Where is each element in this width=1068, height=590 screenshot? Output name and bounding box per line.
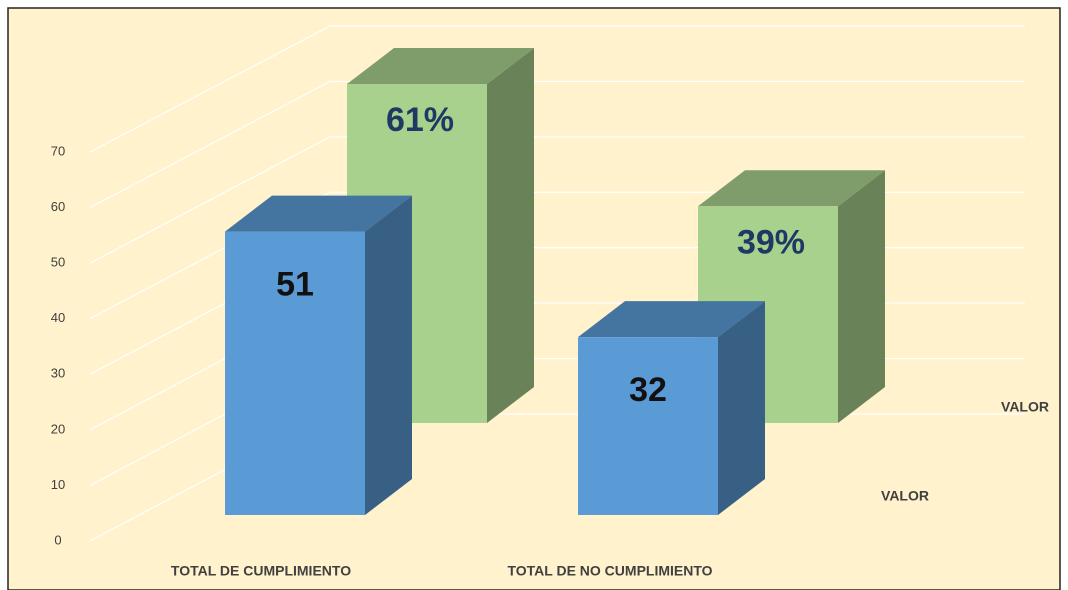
grid-line	[89, 80, 1025, 209]
grid-line	[89, 25, 1025, 153]
bar	[578, 301, 765, 515]
y-tick-label: 20	[51, 421, 65, 436]
series-label: VALOR	[1001, 399, 1049, 415]
x-tick-label: TOTAL DE NO CUMPLIMIENTO	[507, 563, 712, 579]
y-tick-label: 10	[51, 477, 65, 492]
series-label: VALOR	[881, 488, 929, 504]
y-tick-label: 70	[51, 143, 65, 158]
x-tick-label: TOTAL DE CUMPLIMIENTO	[171, 563, 351, 579]
bar-top	[698, 170, 885, 207]
bar-side	[365, 195, 412, 516]
data-label: 51	[276, 266, 314, 304]
bar-top	[225, 195, 412, 232]
bar-front	[578, 337, 718, 515]
bar-top	[578, 301, 765, 338]
y-tick-label: 40	[51, 310, 65, 325]
bar-side	[487, 48, 534, 424]
bar	[698, 170, 885, 423]
y-tick-label: 30	[51, 366, 65, 381]
y-tick-label: 60	[51, 199, 65, 214]
data-label: 39%	[737, 223, 805, 261]
bar-top	[347, 48, 534, 85]
bar-front	[225, 231, 365, 516]
data-label: 61%	[386, 101, 454, 139]
y-tick-label: 0	[54, 532, 61, 547]
data-label: 32	[629, 371, 667, 409]
bar	[225, 195, 412, 516]
bar-side	[718, 301, 765, 515]
bar-side	[838, 170, 885, 423]
y-tick-label: 50	[51, 255, 65, 270]
grid-line	[89, 136, 1025, 264]
